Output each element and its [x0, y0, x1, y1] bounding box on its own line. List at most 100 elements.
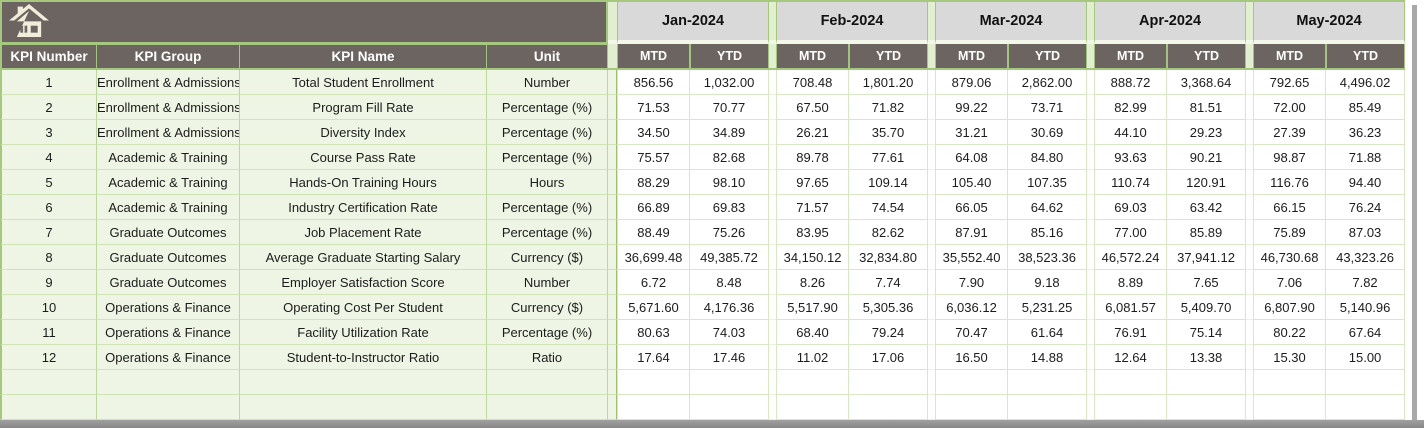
value-cell[interactable]: 75.14: [1167, 320, 1247, 345]
kpi-name-cell[interactable]: Total Student Enrollment: [240, 70, 487, 95]
value-cell[interactable]: 13.38: [1167, 345, 1247, 370]
kpi-number-cell[interactable]: 6: [0, 195, 97, 220]
empty-cell[interactable]: [0, 395, 97, 420]
empty-cell[interactable]: [0, 370, 97, 395]
value-cell[interactable]: 6.72: [617, 270, 690, 295]
value-cell[interactable]: 109.14: [849, 170, 929, 195]
value-cell[interactable]: 14.88: [1008, 345, 1088, 370]
column-header-kpi-number[interactable]: KPI Number: [0, 44, 97, 70]
value-cell[interactable]: 88.29: [617, 170, 690, 195]
value-cell[interactable]: 84.80: [1008, 145, 1088, 170]
value-cell[interactable]: 5,409.70: [1167, 295, 1247, 320]
value-cell[interactable]: 49,385.72: [690, 245, 770, 270]
value-cell[interactable]: 46,572.24: [1094, 245, 1168, 270]
value-cell[interactable]: 43,323.26: [1326, 245, 1406, 270]
value-cell[interactable]: 71.57: [776, 195, 850, 220]
value-cell[interactable]: 66.15: [1253, 195, 1327, 220]
kpi-group-cell[interactable]: Operations & Finance: [97, 295, 240, 320]
unit-cell[interactable]: Currency ($): [487, 245, 608, 270]
unit-cell[interactable]: Hours: [487, 170, 608, 195]
value-cell[interactable]: 879.06: [935, 70, 1009, 95]
value-cell[interactable]: 87.91: [935, 220, 1009, 245]
value-cell[interactable]: 68.40: [776, 320, 850, 345]
empty-cell[interactable]: [1167, 395, 1247, 420]
value-cell[interactable]: 44.10: [1094, 120, 1168, 145]
value-cell[interactable]: 85.49: [1326, 95, 1406, 120]
subheader-ytd-apr[interactable]: YTD: [1167, 44, 1247, 70]
value-cell[interactable]: 888.72: [1094, 70, 1168, 95]
kpi-number-cell[interactable]: 4: [0, 145, 97, 170]
month-header-may[interactable]: May-2024: [1253, 0, 1406, 44]
kpi-group-cell[interactable]: Enrollment & Admissions: [97, 95, 240, 120]
subheader-mtd-feb[interactable]: MTD: [776, 44, 850, 70]
empty-cell[interactable]: [935, 370, 1009, 395]
value-cell[interactable]: 8.89: [1094, 270, 1168, 295]
unit-cell[interactable]: Percentage (%): [487, 195, 608, 220]
empty-cell[interactable]: [849, 395, 929, 420]
value-cell[interactable]: 82.62: [849, 220, 929, 245]
value-cell[interactable]: 105.40: [935, 170, 1009, 195]
value-cell[interactable]: 5,140.96: [1326, 295, 1406, 320]
value-cell[interactable]: 27.39: [1253, 120, 1327, 145]
month-header-feb[interactable]: Feb-2024: [776, 0, 929, 44]
empty-cell[interactable]: [97, 370, 240, 395]
value-cell[interactable]: 76.91: [1094, 320, 1168, 345]
kpi-group-cell[interactable]: Graduate Outcomes: [97, 220, 240, 245]
empty-cell[interactable]: [1326, 370, 1406, 395]
value-cell[interactable]: 93.63: [1094, 145, 1168, 170]
kpi-name-cell[interactable]: Job Placement Rate: [240, 220, 487, 245]
empty-cell[interactable]: [935, 395, 1009, 420]
subheader-mtd-mar[interactable]: MTD: [935, 44, 1009, 70]
empty-cell[interactable]: [240, 370, 487, 395]
value-cell[interactable]: 5,231.25: [1008, 295, 1088, 320]
value-cell[interactable]: 26.21: [776, 120, 850, 145]
bottom-scrollbar-track[interactable]: [0, 420, 1424, 428]
value-cell[interactable]: 8.26: [776, 270, 850, 295]
kpi-group-cell[interactable]: Operations & Finance: [97, 345, 240, 370]
empty-cell[interactable]: [1008, 370, 1088, 395]
value-cell[interactable]: 8.48: [690, 270, 770, 295]
kpi-name-cell[interactable]: Industry Certification Rate: [240, 195, 487, 220]
value-cell[interactable]: 5,305.36: [849, 295, 929, 320]
empty-cell[interactable]: [776, 395, 850, 420]
value-cell[interactable]: 61.64: [1008, 320, 1088, 345]
unit-cell[interactable]: Percentage (%): [487, 145, 608, 170]
value-cell[interactable]: 90.21: [1167, 145, 1247, 170]
empty-cell[interactable]: [1253, 370, 1327, 395]
value-cell[interactable]: 67.64: [1326, 320, 1406, 345]
empty-cell[interactable]: [617, 395, 690, 420]
value-cell[interactable]: 66.05: [935, 195, 1009, 220]
value-cell[interactable]: 88.49: [617, 220, 690, 245]
unit-cell[interactable]: Ratio: [487, 345, 608, 370]
kpi-group-cell[interactable]: Graduate Outcomes: [97, 245, 240, 270]
value-cell[interactable]: 6,807.90: [1253, 295, 1327, 320]
value-cell[interactable]: 70.77: [690, 95, 770, 120]
value-cell[interactable]: 7.65: [1167, 270, 1247, 295]
value-cell[interactable]: 32,834.80: [849, 245, 929, 270]
empty-cell[interactable]: [776, 370, 850, 395]
value-cell[interactable]: 4,496.02: [1326, 70, 1406, 95]
value-cell[interactable]: 116.76: [1253, 170, 1327, 195]
value-cell[interactable]: 72.00: [1253, 95, 1327, 120]
value-cell[interactable]: 94.40: [1326, 170, 1406, 195]
value-cell[interactable]: 31.21: [935, 120, 1009, 145]
value-cell[interactable]: 6,036.12: [935, 295, 1009, 320]
value-cell[interactable]: 36,699.48: [617, 245, 690, 270]
empty-cell[interactable]: [1094, 395, 1168, 420]
value-cell[interactable]: 80.22: [1253, 320, 1327, 345]
kpi-number-cell[interactable]: 7: [0, 220, 97, 245]
month-header-jan[interactable]: Jan-2024: [617, 0, 770, 44]
value-cell[interactable]: 64.62: [1008, 195, 1088, 220]
value-cell[interactable]: 75.57: [617, 145, 690, 170]
value-cell[interactable]: 15.00: [1326, 345, 1406, 370]
subheader-ytd-may[interactable]: YTD: [1326, 44, 1406, 70]
empty-cell[interactable]: [690, 370, 770, 395]
value-cell[interactable]: 75.89: [1253, 220, 1327, 245]
empty-cell[interactable]: [1326, 395, 1406, 420]
value-cell[interactable]: 107.35: [1008, 170, 1088, 195]
value-cell[interactable]: 71.53: [617, 95, 690, 120]
value-cell[interactable]: 4,176.36: [690, 295, 770, 320]
value-cell[interactable]: 76.24: [1326, 195, 1406, 220]
unit-cell[interactable]: Percentage (%): [487, 220, 608, 245]
value-cell[interactable]: 35,552.40: [935, 245, 1009, 270]
